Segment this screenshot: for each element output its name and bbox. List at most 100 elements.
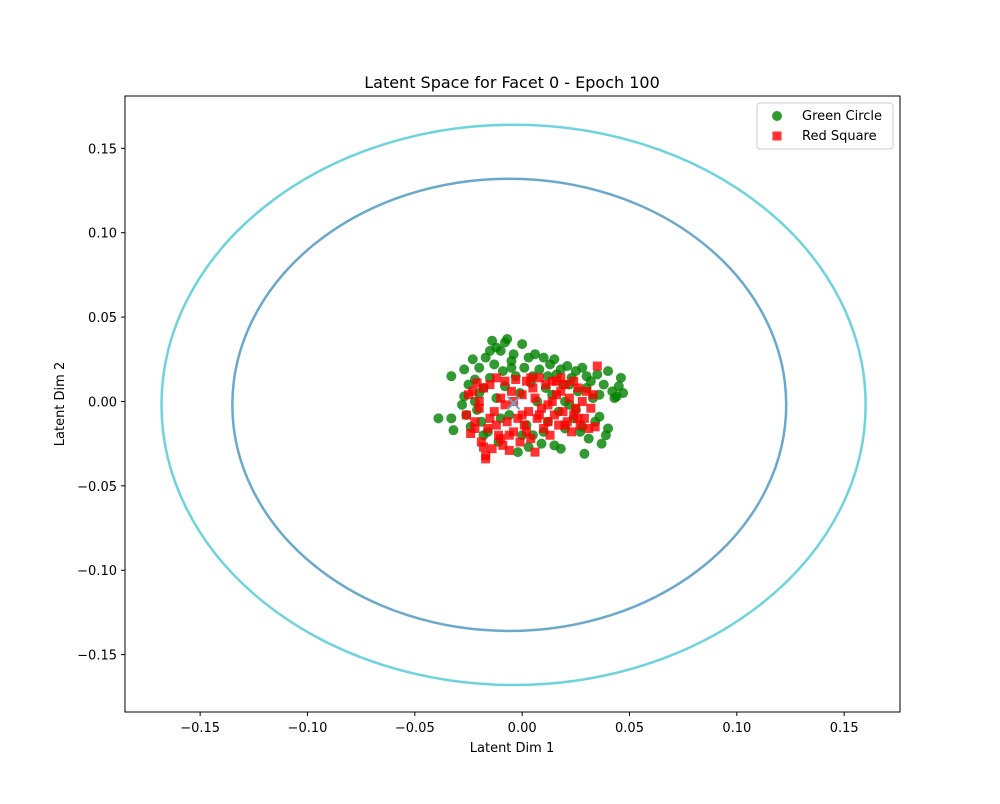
data-point-red-square xyxy=(500,400,510,410)
data-point-red-square xyxy=(468,386,478,396)
data-point-red-square xyxy=(530,393,540,403)
data-point-red-square xyxy=(521,427,531,437)
data-point-red-square xyxy=(504,445,514,455)
legend-marker-green-circle xyxy=(772,111,782,121)
data-point-green-circle xyxy=(459,364,470,375)
data-point-green-circle xyxy=(446,371,457,382)
data-point-red-square xyxy=(483,423,493,433)
data-point-red-square xyxy=(470,417,480,427)
legend: Green Circle Red Square xyxy=(756,102,894,150)
data-point-red-square xyxy=(534,373,544,383)
y-tick-label: −0.15 xyxy=(77,649,117,664)
legend-box xyxy=(756,102,894,150)
data-point-red-square xyxy=(558,407,568,417)
data-point-red-square xyxy=(536,403,546,413)
legend-marker-red-square xyxy=(772,131,782,141)
data-point-red-square xyxy=(567,427,577,437)
data-point-red-square xyxy=(519,420,529,430)
y-tick-label: −0.05 xyxy=(77,480,117,495)
data-point-red-square xyxy=(461,410,471,420)
y-tick-label: 0.00 xyxy=(88,395,117,410)
data-point-green-circle xyxy=(448,425,459,436)
x-tick-label: 0.05 xyxy=(615,721,644,736)
x-tick-label: −0.05 xyxy=(395,721,435,736)
data-point-red-square xyxy=(472,378,482,388)
data-point-red-square xyxy=(487,444,497,454)
data-point-green-circle xyxy=(534,364,545,375)
data-point-red-square xyxy=(496,434,506,444)
data-point-red-square xyxy=(564,393,574,403)
data-point-red-square xyxy=(556,386,566,396)
data-point-red-square xyxy=(584,423,594,433)
data-point-red-square xyxy=(552,376,562,386)
data-point-red-square xyxy=(504,430,514,440)
data-point-red-square xyxy=(489,407,499,417)
data-point-red-square xyxy=(498,440,508,450)
data-point-red-square xyxy=(500,376,510,386)
data-point-green-circle xyxy=(603,423,614,434)
data-point-green-circle xyxy=(474,362,485,373)
data-point-green-circle xyxy=(555,443,566,454)
data-point-red-square xyxy=(511,375,521,385)
data-point-green-circle xyxy=(592,369,603,380)
data-point-red-square xyxy=(485,380,495,390)
data-point-red-square xyxy=(479,383,489,393)
data-point-red-square xyxy=(590,422,600,432)
x-tick-label: −0.10 xyxy=(288,721,328,736)
data-point-green-circle xyxy=(512,447,523,458)
data-point-red-square xyxy=(547,396,557,406)
plot-area: −0.15 −0.10 −0.05 0.00 0.05 0.10 0.15 −0.15 −0.1… xyxy=(77,95,901,736)
data-point-red-square xyxy=(541,380,551,390)
y-tick-label: −0.10 xyxy=(77,564,117,579)
data-point-green-circle xyxy=(530,349,541,360)
data-point-green-circle xyxy=(538,352,549,363)
plot-marks xyxy=(160,123,867,687)
data-point-green-circle xyxy=(489,359,500,370)
data-point-red-square xyxy=(554,420,564,430)
data-point-red-square xyxy=(528,383,538,393)
y-tick-label: 0.05 xyxy=(88,311,117,326)
data-point-red-square xyxy=(517,410,527,420)
data-point-green-circle xyxy=(457,399,468,410)
data-point-red-square xyxy=(526,373,536,383)
data-point-red-square xyxy=(573,383,583,393)
data-point-red-square xyxy=(560,420,570,430)
data-point-red-square xyxy=(571,403,581,413)
confidence-ellipse-1 xyxy=(231,177,788,633)
plot-frame xyxy=(124,95,901,713)
confidence-ellipse-0 xyxy=(160,123,867,687)
data-point-green-circle xyxy=(446,413,457,424)
data-point-red-square xyxy=(524,407,534,417)
data-point-red-square xyxy=(549,410,559,420)
data-point-red-square xyxy=(491,373,501,383)
data-point-green-circle xyxy=(579,448,590,459)
data-point-red-square xyxy=(579,413,589,423)
data-point-red-square xyxy=(539,423,549,433)
data-point-green-circle xyxy=(536,438,547,449)
x-axis-label: Latent Dim 1 xyxy=(470,741,554,756)
data-point-green-circle xyxy=(491,342,502,353)
data-point-green-circle xyxy=(549,354,560,365)
data-point-red-square xyxy=(560,380,570,390)
data-point-red-square xyxy=(534,410,544,420)
legend-label-green-circle: Green Circle xyxy=(802,109,882,124)
data-point-red-square xyxy=(474,403,484,413)
data-point-red-square xyxy=(481,454,491,464)
data-point-red-square xyxy=(506,386,516,396)
data-point-red-square xyxy=(517,390,527,400)
legend-label-red-square: Red Square xyxy=(802,129,877,144)
data-point-red-square xyxy=(577,396,587,406)
data-point-red-square xyxy=(479,442,489,452)
data-point-red-square xyxy=(496,393,506,403)
x-tick-label: 0.15 xyxy=(830,721,859,736)
data-point-red-square xyxy=(582,386,592,396)
data-point-green-circle xyxy=(562,361,573,372)
data-point-red-square xyxy=(569,376,579,386)
x-tick-label: 0.00 xyxy=(508,721,537,736)
data-point-red-square xyxy=(476,437,486,447)
data-point-red-square xyxy=(530,447,540,457)
data-point-red-square xyxy=(586,403,596,413)
y-tick-label: 0.10 xyxy=(88,227,117,242)
